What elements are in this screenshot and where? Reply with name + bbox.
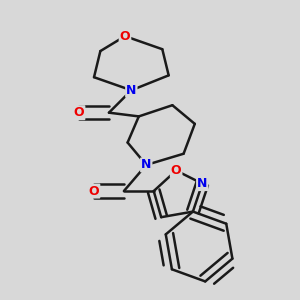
Text: N: N (197, 177, 207, 190)
Text: O: O (120, 30, 130, 43)
Text: O: O (171, 164, 182, 177)
Text: N: N (141, 158, 152, 171)
Text: O: O (74, 106, 84, 119)
Text: O: O (89, 184, 99, 198)
Text: N: N (126, 84, 136, 97)
